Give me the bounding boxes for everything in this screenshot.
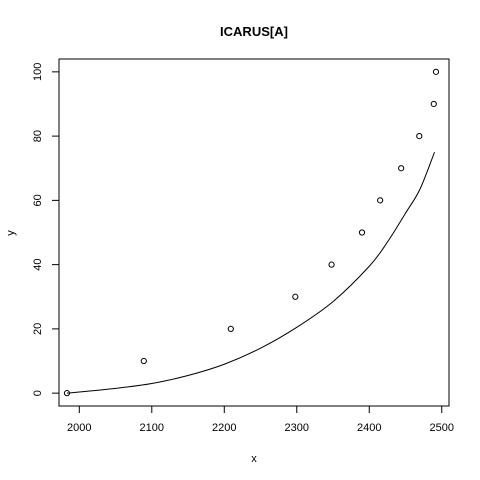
x-tick-label-2500: 2500 — [430, 422, 454, 434]
y-tick-label-40: 40 — [32, 259, 44, 271]
x-tick-label-2400: 2400 — [357, 422, 381, 434]
x-tick-label-2100: 2100 — [140, 422, 164, 434]
x-axis-label: x — [251, 453, 257, 465]
chart-title: ICARUS[A] — [220, 24, 288, 39]
data-point — [63, 390, 71, 397]
data-point — [377, 197, 384, 204]
y-axis: 0 20 40 60 80 100 — [32, 63, 59, 396]
y-tick-label-60: 60 — [32, 194, 44, 206]
y-tick-label-80: 80 — [32, 130, 44, 142]
y-tick-label-0: 0 — [32, 390, 44, 396]
x-tick-label-2000: 2000 — [67, 422, 91, 434]
y-axis-label: y — [5, 230, 17, 236]
x-axis: 2000 2100 2200 2300 2400 2500 — [67, 406, 454, 434]
data-point — [227, 325, 234, 332]
data-point — [416, 133, 423, 140]
data-point — [140, 357, 147, 365]
points-layer — [63, 68, 440, 397]
data-point — [358, 229, 366, 236]
y-tick-label-20: 20 — [32, 323, 44, 335]
fitted-curve-layer — [66, 151, 435, 394]
y-tick-label-100: 100 — [32, 63, 44, 81]
x-tick-label-2200: 2200 — [212, 422, 236, 434]
data-point — [292, 293, 299, 300]
x-tick-label-2300: 2300 — [285, 422, 309, 434]
plot-box — [58, 58, 450, 407]
fitted-curve — [66, 151, 435, 394]
data-point — [432, 68, 440, 75]
data-point — [398, 165, 405, 172]
data-point — [430, 100, 437, 108]
data-point — [328, 261, 335, 268]
